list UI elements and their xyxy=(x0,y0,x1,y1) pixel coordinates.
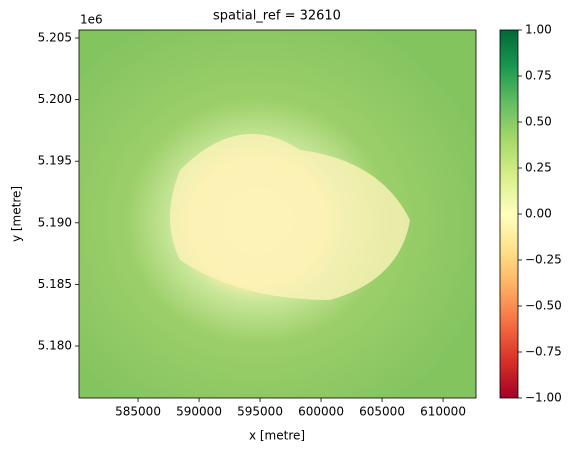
colorbar-tick-label: 0.25 xyxy=(525,161,552,175)
x-tick-label: 595000 xyxy=(237,405,283,419)
colorbar-tick-label: −0.50 xyxy=(525,299,562,313)
colorbar-tick-label: −1.00 xyxy=(525,391,562,405)
y-tick-label: 5.185 xyxy=(38,277,72,291)
x-tick-label: 600000 xyxy=(298,405,344,419)
y-tick-label: 5.180 xyxy=(38,339,72,353)
raster-center xyxy=(170,134,410,300)
x-tick-label: 610000 xyxy=(420,405,466,419)
y-tick-label: 5.195 xyxy=(38,154,72,168)
x-axis-label: x [metre] xyxy=(249,429,305,443)
colorbar-tick-label: −0.25 xyxy=(525,253,562,267)
colorbar-tick-label: 1.00 xyxy=(525,23,552,37)
colorbar xyxy=(499,29,519,399)
x-tick-label: 585000 xyxy=(115,405,161,419)
colorbar-tick-label: 0.50 xyxy=(525,115,552,129)
chart-title: spatial_ref = 32610 xyxy=(213,9,341,24)
plot-frame xyxy=(78,29,477,399)
y-tick-label: 5.200 xyxy=(38,92,72,106)
y-tick-label: 5.205 xyxy=(38,31,72,45)
y-offset-label: 1e6 xyxy=(80,13,103,27)
x-tick-label: 605000 xyxy=(359,405,405,419)
colorbar-tick-label: 0.75 xyxy=(525,69,552,83)
x-tick-label: 590000 xyxy=(176,405,222,419)
y-axis-label: y [metre] xyxy=(10,186,24,242)
y-tick-label: 5.190 xyxy=(38,215,72,229)
colorbar-tick-label: 0.00 xyxy=(525,207,552,221)
colorbar-tick-label: −0.75 xyxy=(525,345,562,359)
